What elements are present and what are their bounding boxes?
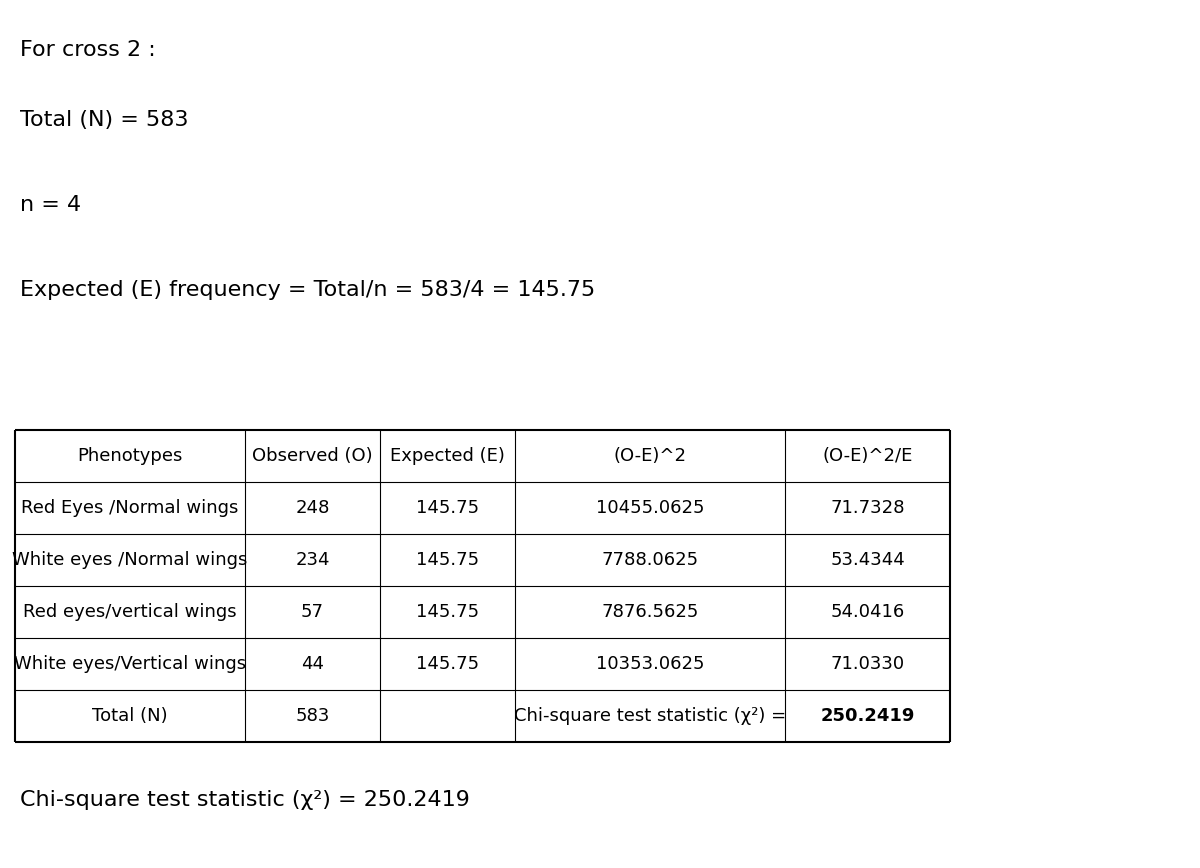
Text: 7876.5625: 7876.5625 (601, 603, 698, 621)
Text: White eyes /Normal wings: White eyes /Normal wings (12, 551, 247, 569)
Text: 71.7328: 71.7328 (830, 499, 905, 517)
Text: Phenotypes: Phenotypes (77, 447, 182, 465)
Text: Total (N) = 583: Total (N) = 583 (20, 110, 188, 130)
Text: Red eyes/vertical wings: Red eyes/vertical wings (23, 603, 236, 621)
Text: Chi-square test statistic (χ²) =: Chi-square test statistic (χ²) = (514, 707, 786, 725)
Text: 7788.0625: 7788.0625 (601, 551, 698, 569)
Text: For cross 2 :: For cross 2 : (20, 40, 156, 60)
Text: 248: 248 (295, 499, 330, 517)
Text: 583: 583 (295, 707, 330, 725)
Text: 57: 57 (301, 603, 324, 621)
Text: Expected (E) frequency = Total/n = 583/4 = 145.75: Expected (E) frequency = Total/n = 583/4… (20, 280, 595, 300)
Text: n = 4: n = 4 (20, 195, 82, 215)
Text: Expected (E): Expected (E) (390, 447, 505, 465)
Text: (O-E)^2/E: (O-E)^2/E (822, 447, 913, 465)
Text: 234: 234 (295, 551, 330, 569)
Text: 10455.0625: 10455.0625 (595, 499, 704, 517)
Text: Total (N): Total (N) (92, 707, 168, 725)
Text: 145.75: 145.75 (416, 551, 479, 569)
Text: 71.0330: 71.0330 (830, 655, 905, 673)
Text: 10353.0625: 10353.0625 (595, 655, 704, 673)
Text: (O-E)^2: (O-E)^2 (613, 447, 686, 465)
Text: Observed (O): Observed (O) (252, 447, 373, 465)
Text: 53.4344: 53.4344 (830, 551, 905, 569)
Text: 250.2419: 250.2419 (821, 707, 914, 725)
Text: 54.0416: 54.0416 (830, 603, 905, 621)
Text: 145.75: 145.75 (416, 499, 479, 517)
Text: 44: 44 (301, 655, 324, 673)
Text: White eyes/Vertical wings: White eyes/Vertical wings (14, 655, 246, 673)
Text: 145.75: 145.75 (416, 655, 479, 673)
Text: Red Eyes /Normal wings: Red Eyes /Normal wings (22, 499, 239, 517)
Text: 145.75: 145.75 (416, 603, 479, 621)
Text: Chi-square test statistic (χ²) = 250.2419: Chi-square test statistic (χ²) = 250.241… (20, 790, 470, 810)
